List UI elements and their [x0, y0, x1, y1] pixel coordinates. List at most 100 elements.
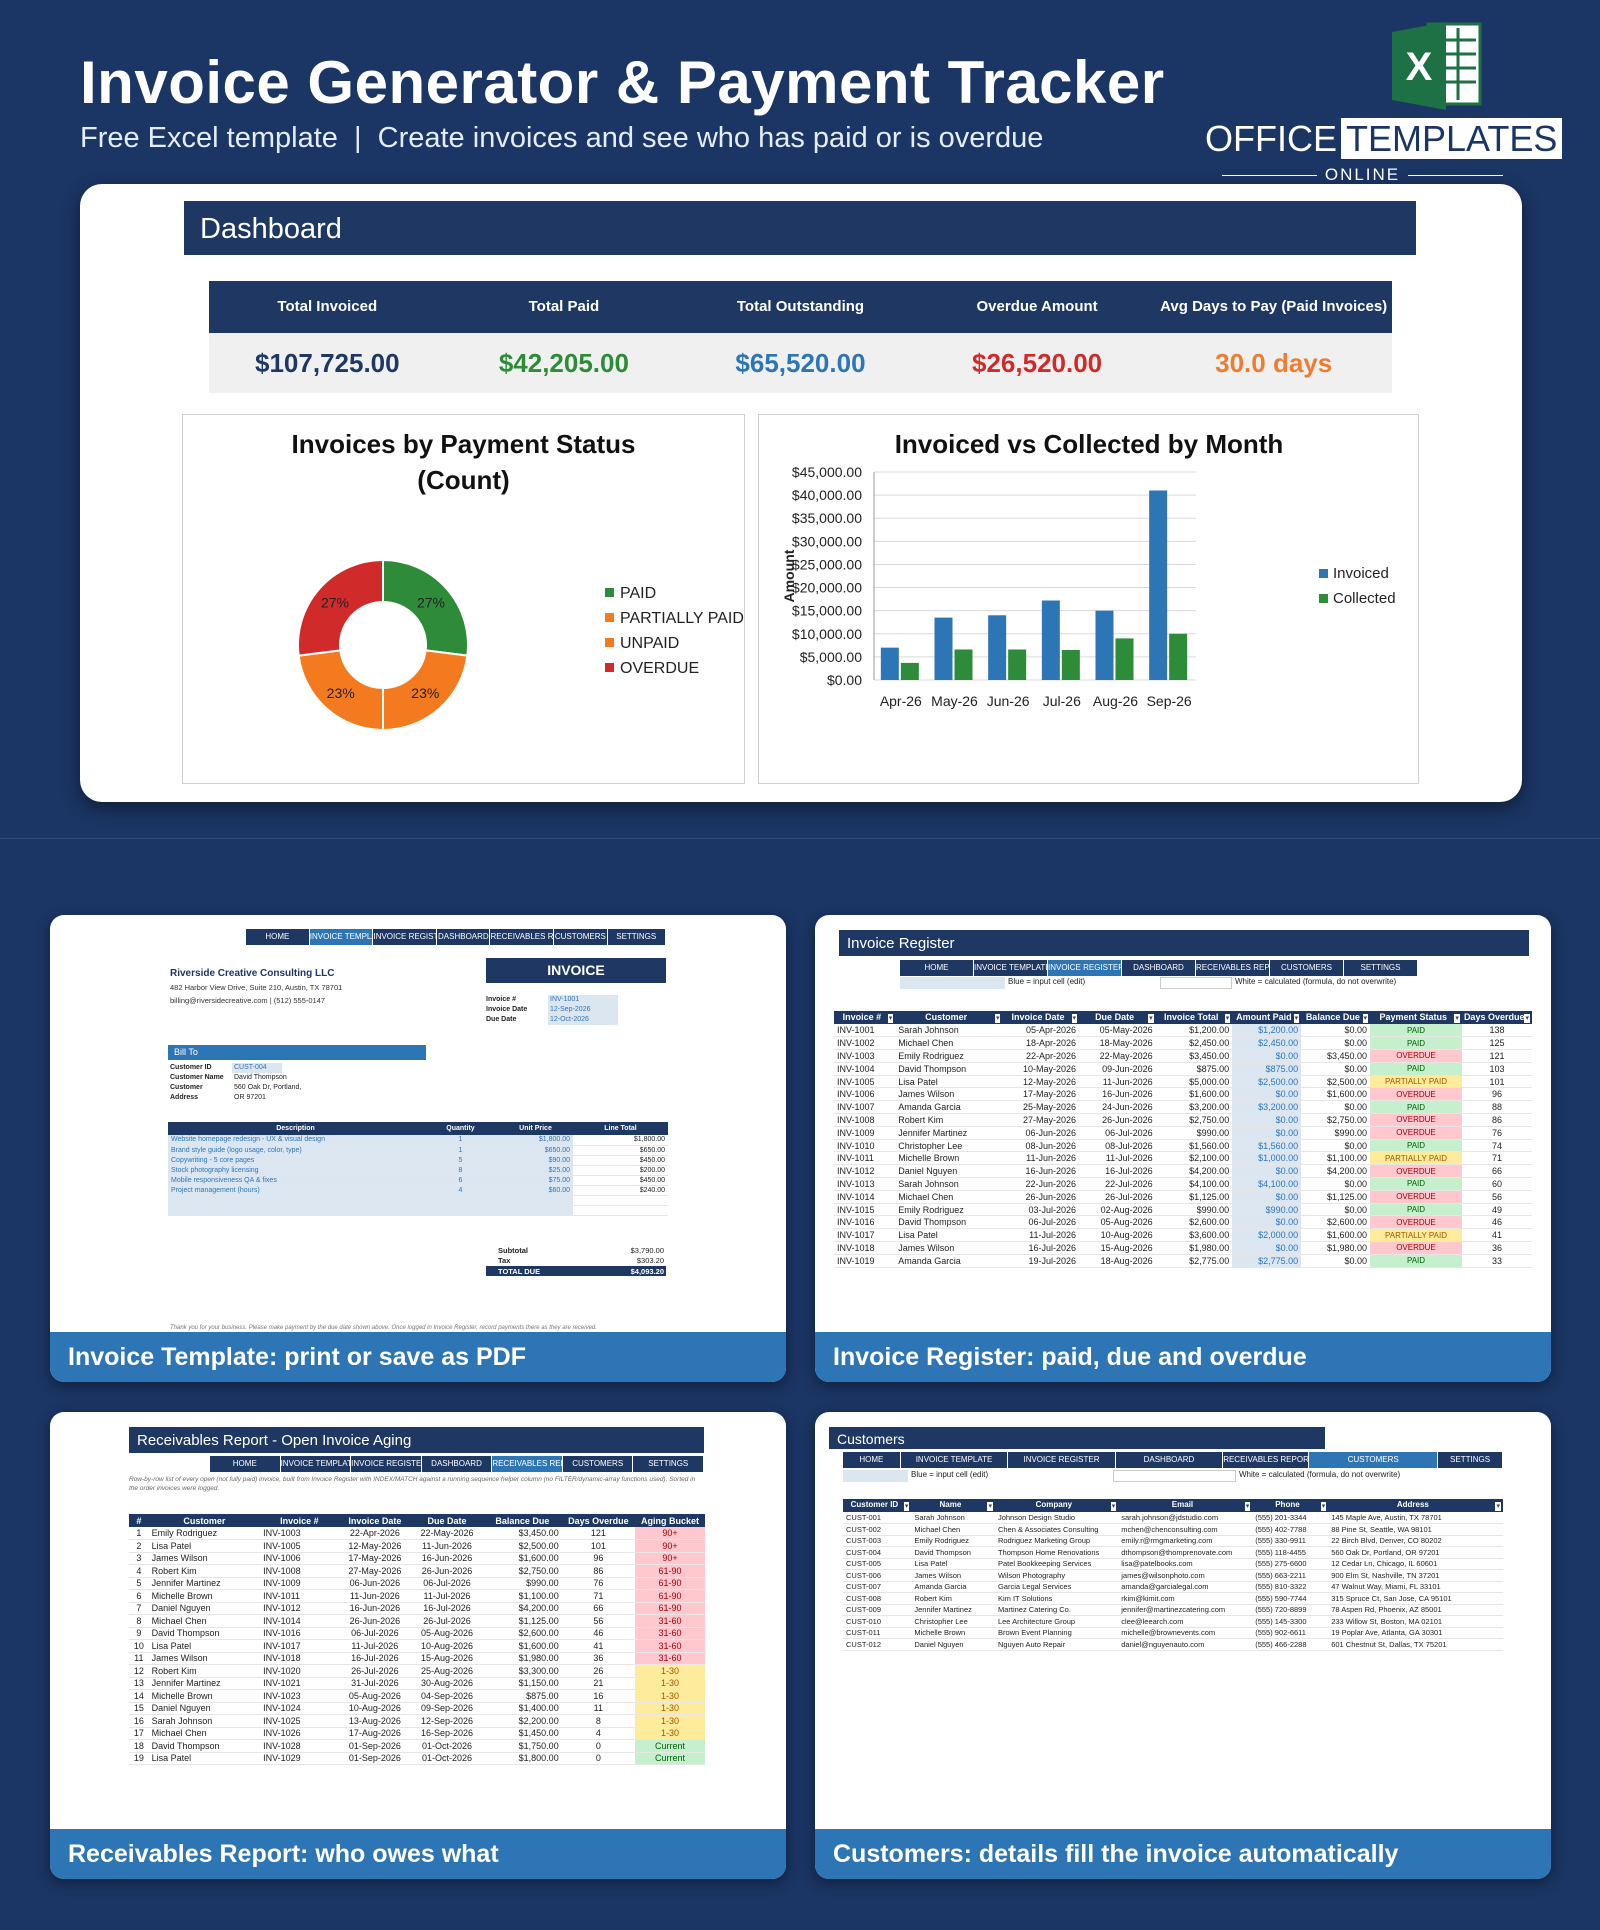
filter-dropdown-icon[interactable]: ▾	[1244, 1502, 1251, 1511]
cell-invoice[interactable]: INV-1015	[834, 1203, 896, 1217]
cell-name[interactable]: Jennifer Martinez	[911, 1604, 995, 1616]
line-item-cell[interactable]: $650.00	[498, 1145, 573, 1156]
cell-invoice-total[interactable]: $4,100.00	[1155, 1177, 1233, 1191]
nav-invoice-register[interactable]: INVOICE REGISTER	[373, 929, 438, 945]
cell-amount-paid[interactable]: $0.00	[1232, 1049, 1302, 1063]
kv-value[interactable]: INV-1001	[548, 995, 618, 1005]
cell-email[interactable]: amanda@garcialegal.com	[1118, 1581, 1253, 1593]
cell-amount-paid[interactable]: $2,450.00	[1232, 1036, 1302, 1051]
cell-invoice[interactable]: INV-1012	[834, 1164, 896, 1179]
cell-customer-id[interactable]: CUST-002	[843, 1523, 912, 1536]
nav-settings[interactable]: SETTINGS	[633, 1456, 705, 1472]
cell-customer-id[interactable]: CUST-003	[843, 1535, 912, 1547]
cell-customer[interactable]: Sarah Johnson	[895, 1024, 1003, 1038]
nav-customers[interactable]: CUSTOMERS	[562, 1456, 634, 1472]
cell-invoice-date[interactable]: 25-May-2026	[1002, 1100, 1080, 1115]
cell-customer-id[interactable]: CUST-009	[843, 1604, 912, 1616]
nav-invoice-register[interactable]: INVOICE REGISTER	[1048, 960, 1122, 976]
filter-dropdown-icon[interactable]: ▾	[1495, 1502, 1501, 1511]
col-due-date[interactable]: Due Date ▾	[1079, 1011, 1156, 1024]
cell-invoice-total[interactable]: $2,100.00	[1155, 1151, 1233, 1166]
cell-amount-paid[interactable]: $0.00	[1232, 1113, 1302, 1127]
cell-invoice-total[interactable]: $875.00	[1155, 1062, 1233, 1076]
nav-invoice-template[interactable]: INVOICE TEMPLATE	[309, 929, 374, 945]
cell-invoice-date[interactable]: 22-Jun-2026	[1002, 1177, 1080, 1191]
line-item-cell[interactable]: 5	[423, 1155, 498, 1166]
cell-customer[interactable]: Amanda Garcia	[895, 1254, 1003, 1268]
cell-address[interactable]: 19 Poplar Ave, Atlanta, GA 30301	[1328, 1627, 1503, 1639]
cell-address[interactable]: 47 Walnut Way, Miami, FL 33101	[1328, 1581, 1503, 1593]
cell-invoice[interactable]: INV-1002	[834, 1036, 896, 1051]
cell-address[interactable]: 560 Oak Dr, Portland, OR 97201	[1328, 1546, 1503, 1559]
col-customer[interactable]: Customer	[148, 1514, 261, 1527]
customers-preview[interactable]: Customers HOME INVOICE TEMPLATE INVOICE RE…	[815, 1412, 1551, 1879]
cell-name[interactable]: Amanda Garcia	[911, 1581, 995, 1593]
cell-invoice[interactable]: INV-1014	[834, 1190, 896, 1204]
nav-receivables-report[interactable]: RECEIVABLES REPORT	[1196, 960, 1270, 976]
cell-customer[interactable]: Christopher Lee	[895, 1139, 1003, 1153]
filter-dropdown-icon[interactable]: ▾	[903, 1502, 910, 1511]
cell-invoice-total[interactable]: $1,980.00	[1155, 1241, 1233, 1255]
cell-invoice-date[interactable]: 03-Jul-2026	[1002, 1203, 1080, 1217]
cell-invoice-date[interactable]: 26-Jun-2026	[1002, 1190, 1080, 1204]
cell-address[interactable]: 233 Willow St, Boston, MA 02101	[1328, 1615, 1503, 1628]
cell-customer[interactable]: James Wilson	[895, 1087, 1003, 1102]
cell-customer[interactable]: Michael Chen	[895, 1036, 1003, 1051]
line-item-cell[interactable]: $1,800.00	[498, 1135, 573, 1146]
cell-invoice-total[interactable]: $3,600.00	[1155, 1228, 1233, 1243]
nav-receivables-report[interactable]: RECEIVABLES REPORT	[492, 1456, 563, 1472]
cell-customer[interactable]: David Thompson	[895, 1215, 1003, 1230]
cell-customer[interactable]: Emily Rodriguez	[895, 1049, 1003, 1063]
cell-address[interactable]: 88 Pine St, Seattle, WA 98101	[1328, 1523, 1503, 1536]
cell-name[interactable]: Lisa Patel	[911, 1558, 995, 1570]
line-item-cell[interactable]: 1	[423, 1145, 498, 1156]
cell-phone[interactable]: (555) 902-6611	[1252, 1627, 1329, 1639]
col-phone[interactable]: Phone ▾	[1252, 1499, 1329, 1512]
cell-customer-id[interactable]: CUST-006	[843, 1569, 912, 1582]
cell-amount-paid[interactable]: $2,500.00	[1232, 1075, 1302, 1089]
cell-invoice-date[interactable]: 05-Apr-2026	[1002, 1024, 1080, 1038]
nav-home[interactable]: HOME	[210, 1456, 281, 1472]
cell-customer-id[interactable]: CUST-008	[843, 1592, 912, 1605]
line-item-cell[interactable]	[168, 1195, 423, 1206]
cell-company[interactable]: Patel Bookkeeping Services	[994, 1558, 1119, 1570]
cell-name[interactable]: James Wilson	[911, 1569, 995, 1582]
cell-invoice-date[interactable]: 19-Jul-2026	[1002, 1254, 1080, 1268]
cell-email[interactable]: dthompson@thomprenovate.com	[1118, 1546, 1253, 1559]
cell-customer[interactable]: Sarah Johnson	[895, 1177, 1003, 1191]
cell-invoice-date[interactable]: 06-Jun-2026	[1002, 1126, 1080, 1140]
filter-dropdown-icon[interactable]: ▾	[994, 1014, 1001, 1023]
filter-dropdown-icon[interactable]: ▾	[1071, 1014, 1078, 1023]
nav-home[interactable]: HOME	[246, 929, 310, 945]
line-item-cell[interactable]: Copywriting - 5 core pages	[168, 1155, 423, 1166]
col-balance-due[interactable]: Balance Due	[483, 1514, 562, 1527]
col-name[interactable]: Name ▾	[911, 1499, 995, 1512]
line-item-cell[interactable]: $75.00	[498, 1175, 573, 1186]
cell-invoice[interactable]: INV-1006	[834, 1087, 896, 1102]
cell-company[interactable]: Kim IT Solutions	[994, 1592, 1119, 1605]
kv-value[interactable]: 12-Sep-2026	[548, 1005, 618, 1015]
cell-address[interactable]: 900 Elm St, Nashville, TN 37201	[1328, 1569, 1503, 1582]
cell-invoice-total[interactable]: $1,125.00	[1155, 1190, 1233, 1204]
cell-invoice-total[interactable]: $1,200.00	[1155, 1024, 1233, 1038]
col-due-date[interactable]: Due Date	[410, 1514, 484, 1527]
cell-customer[interactable]: Lisa Patel	[895, 1228, 1003, 1243]
nav-invoice-template[interactable]: INVOICE TEMPLATE	[280, 1456, 352, 1472]
cell-company[interactable]: Chen & Associates Consulting	[994, 1523, 1119, 1536]
cell-customer-id[interactable]: CUST-005	[843, 1558, 912, 1570]
line-item-cell[interactable]: Mobile responsiveness QA & fixes	[168, 1175, 423, 1186]
cell-invoice-date[interactable]: 18-Apr-2026	[1002, 1036, 1080, 1051]
nav-receivables-report[interactable]: RECEIVABLES REPORT	[490, 929, 555, 945]
nav-invoice-template[interactable]: INVOICE TEMPLATE	[974, 960, 1048, 976]
cell-email[interactable]: michelle@brownevents.com	[1118, 1627, 1253, 1639]
line-item-cell[interactable]: $60.00	[498, 1185, 573, 1196]
invoice-register-preview[interactable]: Invoice Register HOME INVOICE TEMPLATE INV…	[815, 915, 1551, 1382]
cell-email[interactable]: jennifer@martinezcatering.com	[1118, 1604, 1253, 1616]
cell-company[interactable]: Rodriguez Marketing Group	[994, 1535, 1119, 1547]
nav-invoice-register[interactable]: INVOICE REGISTER	[351, 1456, 422, 1472]
nav-customers[interactable]: CUSTOMERS	[554, 929, 608, 945]
line-item-cell[interactable]: Project management (hours)	[168, 1185, 423, 1196]
cell-invoice-date[interactable]: 08-Jun-2026	[1002, 1139, 1080, 1153]
cell-invoice[interactable]: INV-1013	[834, 1177, 896, 1191]
cell-phone[interactable]: (555) 720-8899	[1252, 1604, 1329, 1616]
